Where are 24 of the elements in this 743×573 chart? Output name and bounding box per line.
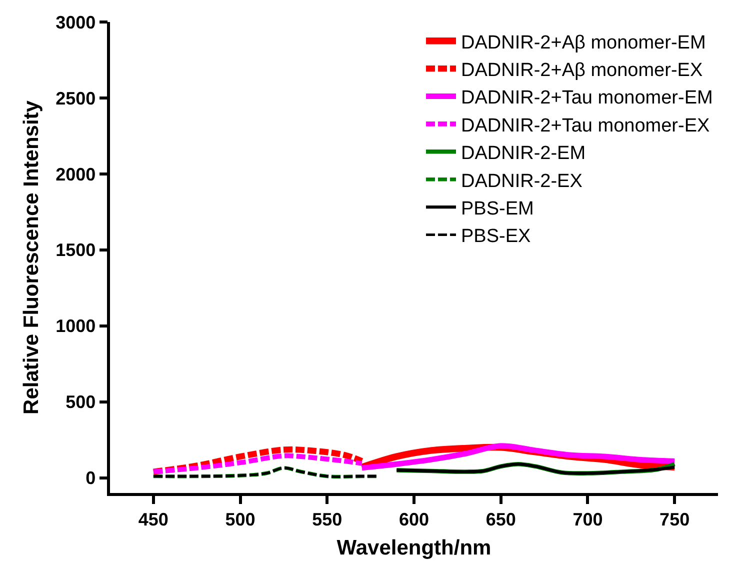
legend-label: DADNIR-2+Tau monomer-EX: [461, 115, 710, 136]
legend-label: DADNIR-2-EX: [461, 170, 583, 192]
y-tick-label: 2500: [56, 88, 96, 108]
y-tick-label: 2000: [56, 164, 96, 184]
y-tick-label: 0: [86, 468, 96, 488]
legend-label: DADNIR-2+Aβ monomer-EX: [461, 60, 703, 81]
x-tick-label: 700: [572, 509, 603, 530]
y-axis-title: Relative Fluorescence Intensity: [20, 100, 43, 414]
legend-label: DADNIR-2+Aβ monomer-EM: [461, 32, 706, 54]
x-tick-label: 750: [660, 509, 690, 530]
y-tick-label: 1000: [56, 316, 96, 336]
y-tick-label: 1500: [56, 240, 96, 260]
x-tick-label: 550: [312, 509, 342, 530]
x-tick-label: 650: [486, 509, 516, 530]
legend-label: DADNIR-2+Tau monomer-EM: [461, 88, 713, 109]
y-tick-label: 3000: [56, 12, 96, 32]
x-tick-label: 600: [398, 509, 430, 530]
legend-label: DADNIR-2-EM: [461, 143, 586, 164]
legend-label: PBS-EX: [461, 226, 532, 248]
x-axis-title: Wavelength/nm: [336, 536, 492, 560]
x-tick-label: 450: [138, 509, 168, 530]
legend-label: PBS-EM: [461, 198, 534, 220]
y-tick-label: 500: [66, 392, 96, 412]
x-tick-label: 500: [225, 509, 256, 530]
